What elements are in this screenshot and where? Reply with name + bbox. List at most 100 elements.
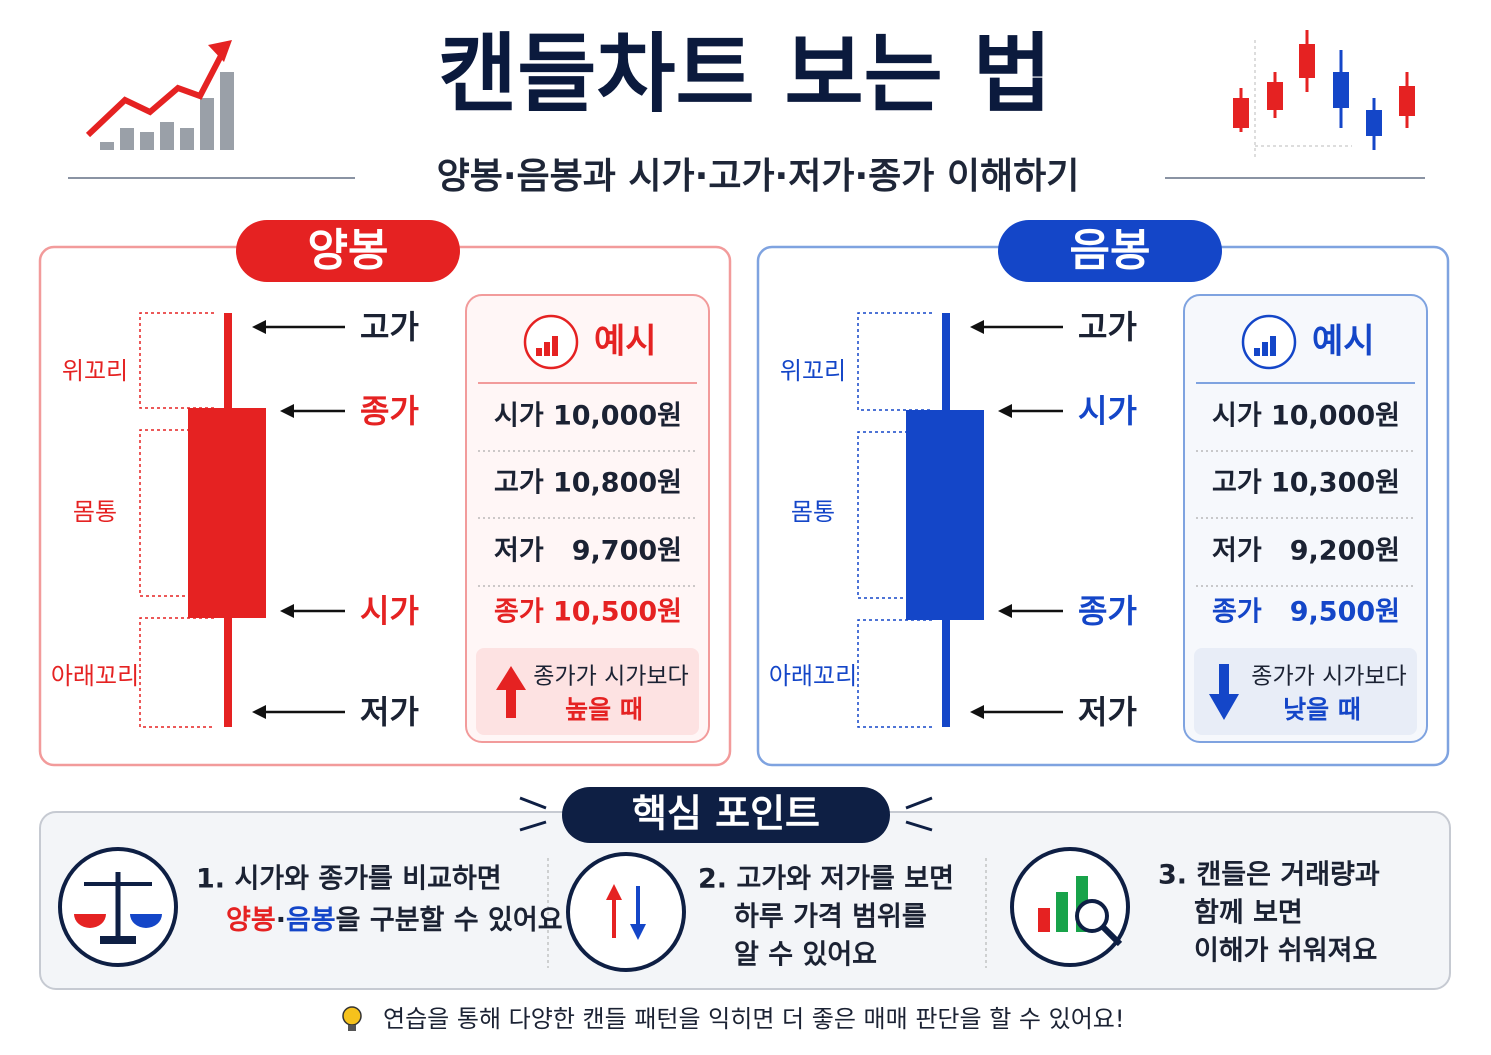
deco-body (1333, 72, 1349, 108)
example-icon-bar (1254, 348, 1260, 356)
arrow-head (998, 604, 1012, 618)
deco-bar (100, 142, 114, 150)
example-row-label: 시가 (1212, 401, 1262, 432)
key-text: 1. 시가와 종가를 비교하면 (196, 864, 502, 895)
bracket (139, 617, 214, 728)
example-row-value: 9,700원 (572, 536, 682, 567)
key-text: 양봉·음봉을 구분할 수 있어요 (226, 905, 563, 936)
arrow-head (252, 320, 266, 334)
price-label: 저가 (360, 693, 419, 731)
example-row-value: 10,300원 (1271, 468, 1400, 499)
deco-body (1267, 82, 1283, 110)
deco-body (1399, 86, 1415, 116)
icon (74, 914, 106, 928)
bulb (342, 1006, 362, 1026)
deco-bar (200, 98, 214, 150)
tail-label: 위꼬리 (780, 357, 846, 385)
example-row-value: 9,200원 (1290, 536, 1400, 567)
example-row-value: 10,800원 (553, 468, 682, 499)
price-label: 시가 (360, 592, 419, 630)
key-text: 2. 고가와 저가를 보면 (698, 864, 954, 895)
tail-label: 위꼬리 (62, 357, 128, 385)
note-arrow (1219, 664, 1229, 694)
panel-badge (236, 220, 460, 282)
subtitle: 양봉·음봉과 시가·고가·저가·종가 이해하기 (437, 156, 1080, 197)
example-row-label: 고가 (494, 468, 544, 499)
tail-label: 아래꼬리 (769, 662, 857, 690)
key-text-part: · (276, 905, 286, 936)
icon (1038, 908, 1050, 932)
tail-label: 몸통 (791, 498, 835, 526)
key-text: 3. 캔들은 거래량과 (1158, 860, 1380, 891)
deco-line (905, 820, 933, 832)
bracket (139, 429, 214, 597)
example-icon-bar (1270, 336, 1276, 356)
example-icon-bar (536, 348, 542, 356)
example-row-label: 종가 (1212, 597, 1262, 628)
note-arrow-head (496, 666, 526, 690)
price-label: 종가 (1078, 592, 1137, 630)
bracket (857, 431, 932, 599)
example-row-label: 시가 (494, 401, 544, 432)
example-row-value: 10,500원 (553, 597, 682, 628)
deco-arrow-head (208, 40, 232, 62)
key-badge (562, 787, 890, 843)
bracket (857, 312, 932, 411)
key-text-part: 양봉 (226, 905, 276, 936)
candle-body (906, 410, 984, 620)
arrow-head (280, 404, 294, 418)
deco-body (1299, 44, 1315, 78)
example-row-value: 10,000원 (1271, 401, 1400, 432)
example-row-label: 저가 (1212, 536, 1262, 567)
panel-badge (998, 220, 1222, 282)
key-icon (1010, 847, 1130, 967)
example-icon-bar (544, 342, 550, 356)
deco-arrow (85, 46, 228, 138)
arrow-head (998, 404, 1012, 418)
example-row-value: 9,500원 (1290, 597, 1400, 628)
bulb (348, 1025, 356, 1031)
icon (630, 924, 646, 940)
key-text-part: 음봉 (286, 905, 336, 936)
deco-bar (120, 128, 134, 150)
footer: 연습을 통해 다양한 캔들 패턴을 익히면 더 좋은 매매 판단을 할 수 있어… (383, 1005, 1125, 1033)
key-text-part: 을 구분할 수 있어요 (336, 905, 563, 936)
key-title: 핵심 포인트 (632, 792, 820, 836)
note-text: 높을 때 (565, 695, 643, 724)
example-row-label: 저가 (494, 536, 544, 567)
bracket (857, 619, 932, 728)
key-text: 하루 가격 범위를 (734, 902, 927, 933)
example-title: 예시 (594, 322, 657, 362)
note-text: 종가가 시가보다 (533, 664, 688, 690)
note-box (1194, 648, 1417, 735)
price-label: 시가 (1078, 392, 1137, 430)
price-label: 종가 (360, 392, 419, 430)
arrow-head (280, 604, 294, 618)
arrow-head (970, 705, 984, 719)
panel-badge-text: 양봉 (308, 225, 389, 276)
price-label: 저가 (1078, 693, 1137, 731)
example-title: 예시 (1312, 322, 1375, 362)
example-row-value: 10,000원 (553, 401, 682, 432)
bracket (139, 312, 214, 409)
deco-bar (140, 132, 154, 150)
deco-bar (180, 128, 194, 150)
key-icon (566, 852, 686, 972)
example-icon (523, 314, 579, 370)
deco-line (905, 796, 933, 810)
note-arrow (506, 688, 516, 718)
key-text: 함께 보면 (1194, 898, 1303, 929)
example-box (465, 294, 710, 743)
icon (606, 884, 622, 900)
example-box (1183, 294, 1428, 743)
note-text: 종가가 시가보다 (1251, 664, 1406, 690)
tail-label: 아래꼬리 (51, 662, 139, 690)
title: 캔들차트 보는 법 (438, 24, 1052, 124)
icon (130, 914, 162, 928)
arrow-head (970, 320, 984, 334)
panel-badge-text: 음봉 (1070, 225, 1151, 276)
note-arrow-head (1209, 694, 1239, 720)
icon (1056, 892, 1068, 932)
key-text: 알 수 있어요 (734, 940, 877, 971)
